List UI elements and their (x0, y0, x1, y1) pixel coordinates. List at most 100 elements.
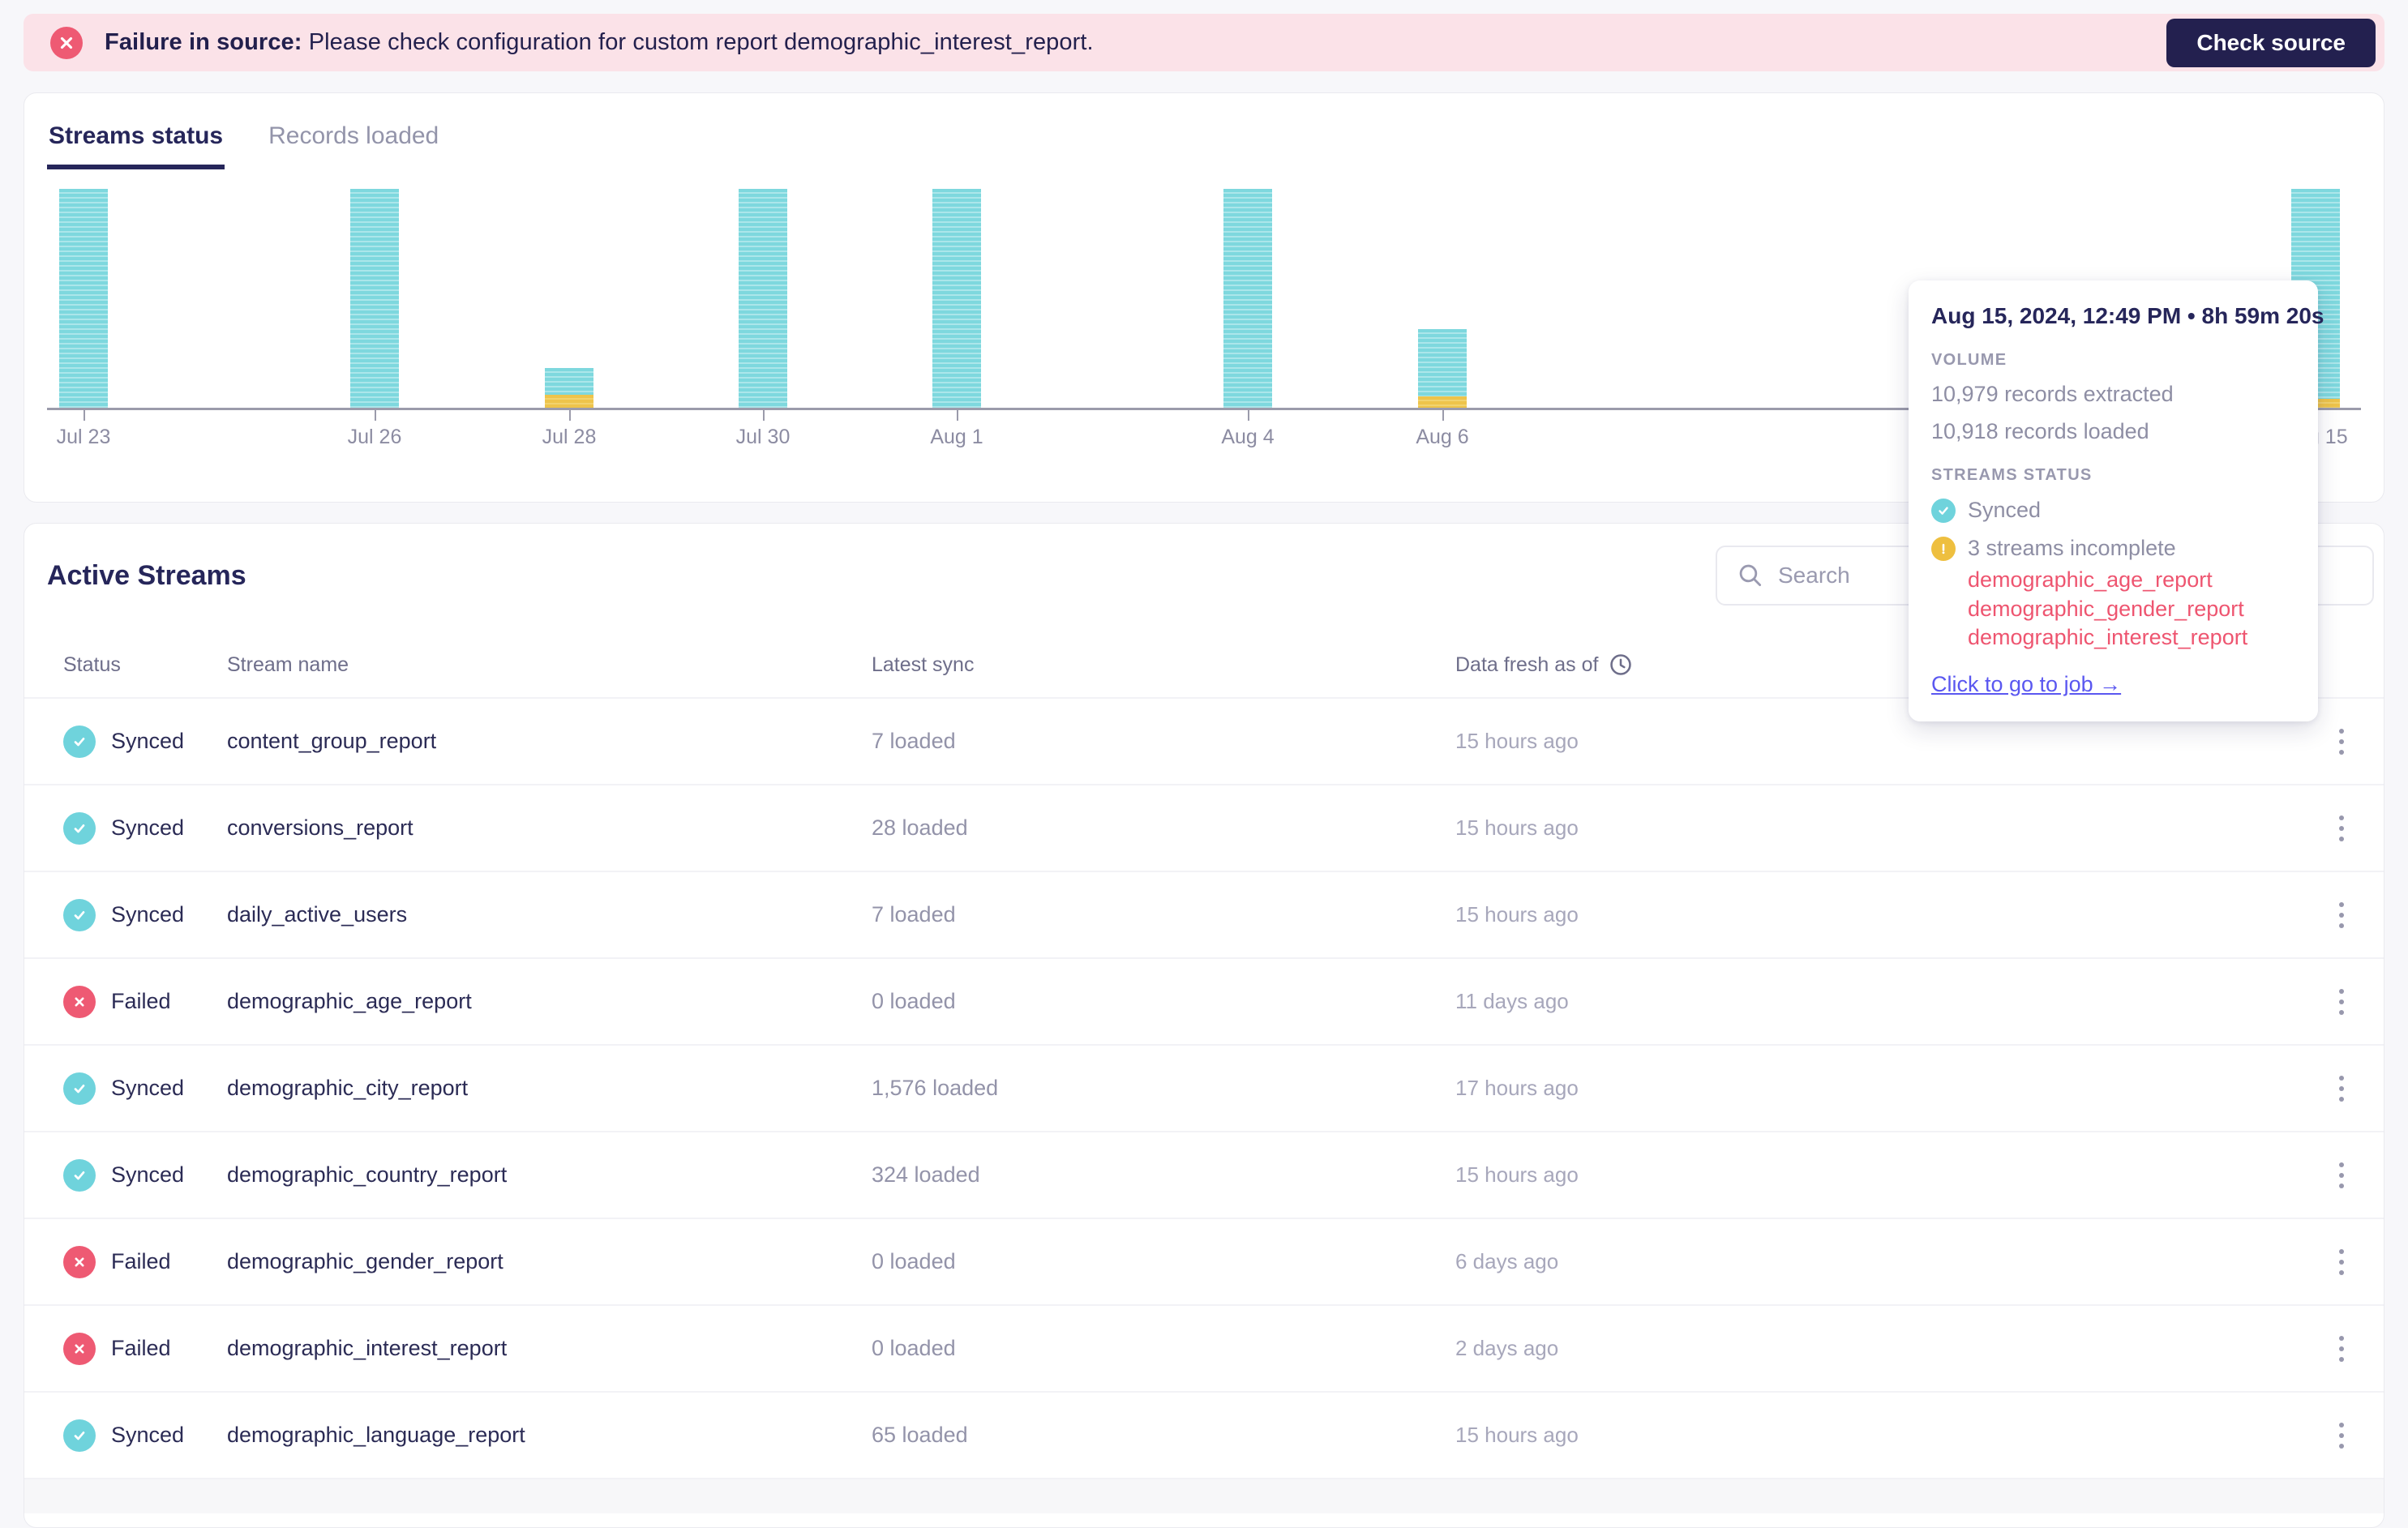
error-message-rest: Please check configuration for custom re… (302, 29, 1094, 55)
data-fresh-value: 15 hours ago (1455, 815, 1579, 840)
data-fresh-value: 6 days ago (1455, 1249, 1559, 1273)
tab-records-loaded[interactable]: Records loaded (268, 122, 439, 149)
chart-bar-warning-segment (545, 395, 593, 408)
table-row-content-group-report: Synced content_group_report 7 loaded 15 hou… (24, 697, 2384, 784)
status-label: Synced (111, 729, 185, 753)
latest-sync-value: 65 loaded (872, 1423, 968, 1447)
chart-bar-jul-26[interactable] (350, 189, 399, 408)
chart-bar-aug-6[interactable] (1418, 329, 1467, 408)
streams-table-body: Synced content_group_report 7 loaded 15 hou… (24, 697, 2384, 1513)
incomplete-stream-link-demographic-gender-report[interactable]: demographic_gender_report (1968, 596, 2244, 621)
clock-icon (1610, 654, 1632, 675)
stream-name: demographic_age_report (227, 989, 472, 1013)
chart-bar-aug-1[interactable] (932, 189, 981, 408)
row-actions-kebab-icon[interactable] (2324, 1326, 2359, 1372)
table-row-conversions-report: Synced conversions_report 28 loaded 15 hour… (24, 784, 2384, 871)
synced-check-icon (63, 898, 96, 931)
latest-sync-value: 324 loaded (872, 1162, 980, 1187)
tooltip-volume-label: VOLUME (1931, 351, 2007, 369)
row-actions-kebab-icon[interactable] (2324, 1239, 2359, 1285)
x-axis-tick (1248, 410, 1249, 421)
chart-bar-aug-4[interactable] (1223, 189, 1272, 408)
row-actions-kebab-icon[interactable] (2324, 1153, 2359, 1198)
stream-name: demographic_country_report (227, 1162, 508, 1187)
latest-sync-value: 0 loaded (872, 1249, 956, 1273)
x-axis-label-aug-6: Aug 6 (1416, 426, 1469, 448)
failed-x-icon (63, 1245, 96, 1278)
synced-check-icon (63, 1419, 96, 1452)
status-label: Synced (111, 1423, 185, 1447)
table-row-demographic-country-report: Synced demographic_country_report 324 load… (24, 1131, 2384, 1218)
latest-sync-value: 28 loaded (872, 815, 968, 840)
search-icon (1739, 564, 1762, 587)
col-latest-sync: Latest sync (872, 653, 975, 676)
latest-sync-value: 0 loaded (872, 989, 956, 1013)
data-fresh-value: 15 hours ago (1455, 729, 1579, 753)
x-axis-tick (957, 410, 958, 421)
latest-sync-value: 7 loaded (872, 729, 956, 753)
row-actions-kebab-icon[interactable] (2324, 1413, 2359, 1458)
row-actions-kebab-icon[interactable] (2324, 806, 2359, 851)
table-header: Status Stream name Latest sync Data fres… (24, 652, 2384, 697)
synced-check-icon (1931, 498, 1956, 523)
x-axis-label-aug-4: Aug 4 (1221, 426, 1275, 448)
row-actions-kebab-icon[interactable] (2324, 719, 2359, 764)
col-data-fresh-label: Data fresh as of (1455, 653, 1599, 676)
tooltip-records-extracted: 10,979 records extracted (1931, 382, 2174, 406)
table-row-demographic-age-report: Failed demographic_age_report 0 loaded 11 d… (24, 957, 2384, 1044)
active-streams-title: Active Streams (47, 559, 246, 591)
chart-bar-jul-23[interactable] (59, 189, 108, 408)
error-message: Failure in source: Please check configur… (105, 29, 1094, 56)
stream-name: demographic_interest_report (227, 1336, 508, 1360)
col-status: Status (63, 653, 121, 676)
x-axis-tick (375, 410, 376, 421)
go-to-job-link[interactable]: Click to go to job → (1931, 671, 2122, 696)
x-axis-tick (569, 410, 571, 421)
latest-sync-value: 0 loaded (872, 1336, 956, 1360)
data-fresh-value: 15 hours ago (1455, 1162, 1579, 1187)
incomplete-stream-link-demographic-interest-report[interactable]: demographic_interest_report (1968, 625, 2248, 650)
tooltip-incomplete-label: 3 streams incomplete (1968, 536, 2176, 560)
incomplete-stream-link-demographic-age-report[interactable]: demographic_age_report (1968, 567, 2213, 592)
row-actions-kebab-icon[interactable] (2324, 979, 2359, 1025)
tab-streams-status[interactable]: Streams status (47, 118, 225, 169)
table-row-partial (24, 1478, 2384, 1513)
warning-icon (1931, 536, 1956, 561)
status-label: Failed (111, 1249, 171, 1273)
latest-sync-value: 7 loaded (872, 902, 956, 927)
x-axis-label-jul-26: Jul 26 (347, 426, 402, 448)
sync-history-chart[interactable] (47, 189, 2361, 410)
chart-bar-warning-segment (1418, 396, 1467, 408)
chart-tabs: Streams status Records loaded (47, 118, 2361, 169)
tooltip-records-loaded: 10,918 records loaded (1931, 419, 2149, 443)
failed-x-icon (63, 985, 96, 1018)
chart-bar-jul-30[interactable] (739, 189, 787, 408)
status-label: Synced (111, 902, 185, 927)
table-row-demographic-interest-report: Failed demographic_interest_report 0 loade… (24, 1304, 2384, 1391)
stream-name: content_group_report (227, 729, 437, 753)
row-actions-kebab-icon[interactable] (2324, 1066, 2359, 1111)
stream-name: demographic_language_report (227, 1423, 525, 1447)
row-actions-kebab-icon[interactable] (2324, 892, 2359, 938)
synced-check-icon (63, 1158, 96, 1192)
status-label: Failed (111, 1336, 171, 1360)
table-row-demographic-language-report: Synced demographic_language_report 65 load… (24, 1391, 2384, 1478)
table-row-daily-active-users: Synced daily_active_users 7 loaded 15 hours… (24, 871, 2384, 957)
status-label: Synced (111, 1162, 185, 1187)
status-label: Failed (111, 989, 171, 1013)
synced-check-icon (63, 1072, 96, 1105)
x-axis-label-aug-1: Aug 1 (930, 426, 983, 448)
check-source-button[interactable]: Check source (2166, 18, 2376, 67)
x-axis-label-jul-23: Jul 23 (56, 426, 111, 448)
x-axis-tick (84, 410, 85, 421)
tooltip-title: Aug 15, 2024, 12:49 PM • 8h 59m 20s (1931, 303, 2324, 328)
table-row-demographic-gender-report: Failed demographic_gender_report 0 loaded 6… (24, 1218, 2384, 1304)
error-icon (50, 26, 83, 59)
x-axis-tick (763, 410, 765, 421)
stream-name: conversions_report (227, 815, 413, 840)
status-label: Synced (111, 1076, 185, 1100)
data-fresh-value: 15 hours ago (1455, 902, 1579, 927)
failed-x-icon (63, 1332, 96, 1365)
x-axis-tick (1442, 410, 1444, 421)
chart-bar-jul-28[interactable] (545, 368, 593, 408)
